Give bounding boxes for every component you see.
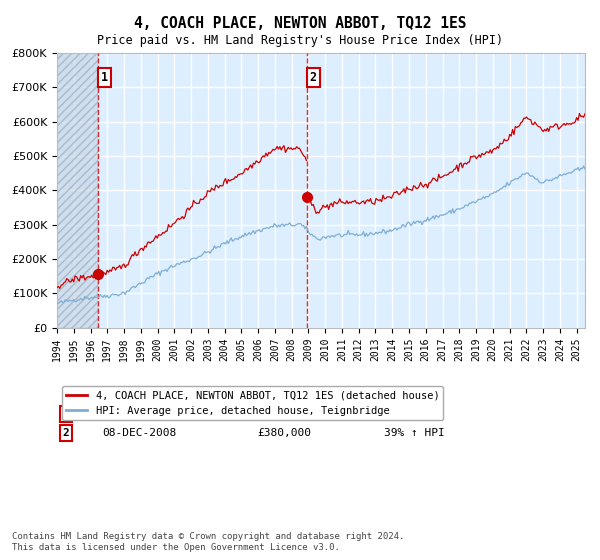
Text: 1: 1 (101, 71, 108, 83)
Text: Price paid vs. HM Land Registry's House Price Index (HPI): Price paid vs. HM Land Registry's House … (97, 34, 503, 46)
Text: 39% ↑ HPI: 39% ↑ HPI (385, 428, 445, 438)
Legend: 4, COACH PLACE, NEWTON ABBOT, TQ12 1ES (detached house), HPI: Average price, det: 4, COACH PLACE, NEWTON ABBOT, TQ12 1ES (… (62, 386, 443, 420)
Text: 2: 2 (310, 71, 317, 83)
Bar (57, 53, 98, 328)
Text: 08-DEC-2008: 08-DEC-2008 (102, 428, 176, 438)
Text: Contains HM Land Registry data © Crown copyright and database right 2024.
This d: Contains HM Land Registry data © Crown c… (12, 532, 404, 552)
Text: £380,000: £380,000 (257, 428, 311, 438)
Text: 12-JUN-1996: 12-JUN-1996 (102, 409, 176, 419)
Text: 2: 2 (62, 428, 69, 438)
Text: £156,000: £156,000 (257, 409, 311, 419)
Text: 1: 1 (62, 409, 69, 419)
Text: 94% ↑ HPI: 94% ↑ HPI (385, 409, 445, 419)
Text: 4, COACH PLACE, NEWTON ABBOT, TQ12 1ES: 4, COACH PLACE, NEWTON ABBOT, TQ12 1ES (134, 16, 466, 31)
